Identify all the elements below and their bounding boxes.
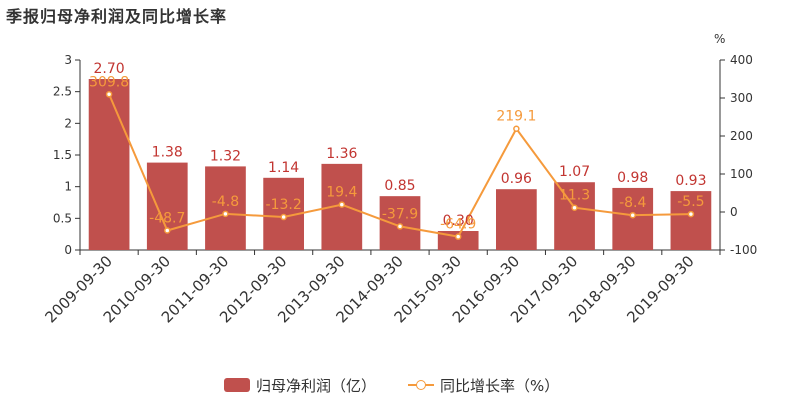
bar	[146, 162, 188, 250]
legend-bar-label: 归母净利润（亿）	[256, 376, 377, 395]
line-value-label: -13.2	[266, 197, 302, 213]
right-tick-label: 300	[730, 91, 753, 105]
line-point	[280, 213, 287, 221]
bar-value-label: 2.70	[94, 61, 125, 77]
chart-title: 季报归母净利润及同比增长率	[6, 7, 228, 26]
bar-value-label: 1.32	[210, 148, 241, 164]
left-tick-label: 1	[64, 180, 72, 194]
left-tick-label: 3	[64, 53, 72, 67]
line-value-label: 309.8	[89, 74, 129, 90]
left-tick-label: 1.5	[53, 148, 72, 162]
line-point	[105, 91, 113, 98]
right-tick-label: 0	[730, 205, 738, 219]
bar	[205, 166, 246, 250]
line-value-label: -64.9	[440, 217, 476, 233]
line-value-label: -37.9	[382, 206, 418, 222]
line-value-label: 11.3	[559, 188, 590, 204]
bar-value-label: 0.30	[443, 213, 474, 229]
bar-value-label: 1.07	[559, 164, 590, 180]
right-tick-label: 100	[730, 167, 753, 181]
data-labels: 2.70 1.38 1.32 1.14 1.36 0.85 0.30 0.96 1.07 0.98…	[89, 61, 706, 233]
right-axis-unit: %	[714, 32, 725, 46]
line-value-label: 19.4	[326, 185, 357, 201]
line-point	[513, 125, 520, 132]
line-point	[629, 211, 636, 219]
line-point	[222, 210, 229, 218]
bar-series	[88, 79, 712, 250]
bar	[612, 187, 654, 250]
bar	[554, 182, 595, 250]
bar-value-label: 0.93	[675, 173, 706, 189]
left-tick-label: 0	[64, 243, 72, 257]
line-series	[105, 91, 695, 240]
line-value-label: 219.1	[496, 109, 536, 125]
left-tick-label: 0.5	[53, 211, 72, 225]
bar	[670, 191, 712, 250]
right-tick-label: -100	[730, 243, 757, 257]
line-point	[338, 201, 346, 208]
left-tick-label: 2.5	[53, 85, 72, 99]
line-value-label: -5.5	[677, 194, 704, 210]
bar	[379, 196, 421, 250]
right-tick-label: 200	[730, 129, 753, 143]
line-value-label: -8.4	[619, 195, 646, 211]
line-point	[454, 233, 462, 240]
left-tick-label: 2	[64, 116, 72, 130]
bar-value-label: 0.85	[384, 178, 415, 194]
line-point	[164, 227, 171, 234]
bar-value-label: 1.14	[268, 160, 299, 176]
legend: 归母净利润（亿） 同比增长率（%）	[0, 374, 800, 396]
legend-bar-swatch-icon	[224, 378, 250, 392]
line-value-label: -48.7	[149, 211, 185, 227]
legend-item-bar[interactable]: 归母净利润（亿）	[224, 374, 376, 396]
line-value-label: -4.8	[212, 194, 239, 210]
line-point	[396, 223, 404, 230]
line-point	[571, 204, 578, 211]
legend-item-line[interactable]: 同比增长率（%）	[408, 374, 559, 396]
bar-value-label: 0.96	[501, 171, 532, 187]
bar-value-label: 1.36	[326, 146, 357, 162]
legend-line-label: 同比增长率（%）	[440, 376, 560, 395]
bar-value-label: 0.98	[617, 170, 648, 186]
bar	[496, 189, 537, 250]
bar	[88, 79, 130, 250]
right-tick-label: 400	[730, 53, 753, 67]
line-point	[687, 210, 695, 218]
bar-value-label: 1.38	[152, 145, 183, 161]
legend-line-swatch-icon	[408, 378, 434, 392]
